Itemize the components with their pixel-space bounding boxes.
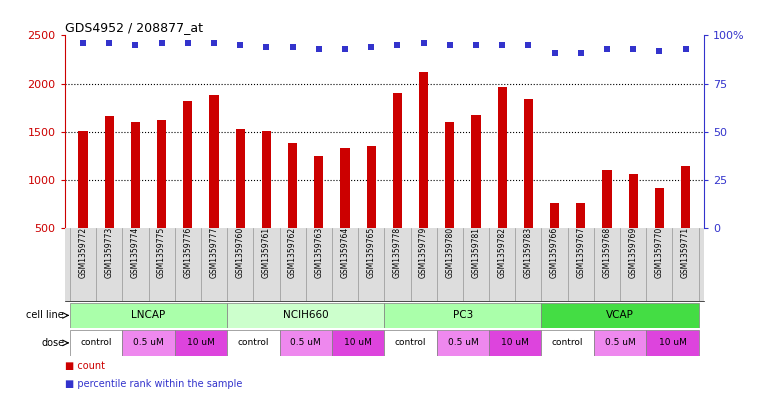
- Bar: [542, 303, 699, 328]
- Text: control: control: [552, 338, 584, 347]
- Point: [182, 40, 194, 46]
- Text: 0.5 uM: 0.5 uM: [133, 338, 164, 347]
- Point: [549, 50, 561, 56]
- Point: [575, 50, 587, 56]
- Point: [129, 42, 142, 48]
- Text: 0.5 uM: 0.5 uM: [447, 338, 478, 347]
- Point: [653, 48, 665, 54]
- Text: control: control: [237, 338, 269, 347]
- Point: [627, 46, 639, 52]
- Bar: [654, 189, 664, 228]
- Text: LNCAP: LNCAP: [132, 310, 166, 320]
- Bar: [340, 148, 349, 228]
- Bar: [603, 170, 612, 228]
- Text: control: control: [395, 338, 426, 347]
- Point: [208, 40, 220, 46]
- Point: [601, 46, 613, 52]
- Bar: [419, 72, 428, 228]
- Bar: [70, 330, 123, 356]
- Bar: [367, 146, 376, 228]
- Bar: [384, 330, 437, 356]
- Bar: [157, 120, 166, 228]
- Point: [77, 40, 89, 46]
- Bar: [209, 95, 218, 228]
- Bar: [131, 122, 140, 228]
- Bar: [279, 330, 332, 356]
- Bar: [498, 87, 507, 228]
- Bar: [542, 330, 594, 356]
- Text: ■ count: ■ count: [65, 362, 105, 371]
- Bar: [524, 99, 533, 228]
- Text: PC3: PC3: [453, 310, 473, 320]
- Bar: [489, 330, 542, 356]
- Text: ■ percentile rank within the sample: ■ percentile rank within the sample: [65, 379, 242, 389]
- Point: [103, 40, 116, 46]
- Bar: [227, 330, 279, 356]
- Bar: [183, 101, 193, 228]
- Text: 10 uM: 10 uM: [187, 338, 215, 347]
- Bar: [681, 166, 690, 228]
- Bar: [646, 330, 699, 356]
- Point: [313, 46, 325, 52]
- Point: [365, 44, 377, 50]
- Point: [391, 42, 403, 48]
- Bar: [576, 203, 585, 228]
- Text: 10 uM: 10 uM: [501, 338, 529, 347]
- Text: 0.5 uM: 0.5 uM: [605, 338, 635, 347]
- Point: [444, 42, 456, 48]
- Text: control: control: [81, 338, 112, 347]
- Bar: [471, 115, 481, 228]
- Bar: [314, 156, 323, 228]
- Bar: [175, 330, 227, 356]
- Point: [496, 42, 508, 48]
- Text: dose: dose: [41, 338, 64, 348]
- Point: [260, 44, 272, 50]
- Bar: [227, 303, 384, 328]
- Bar: [123, 330, 175, 356]
- Bar: [236, 129, 245, 228]
- Bar: [105, 116, 114, 228]
- Text: GDS4952 / 208877_at: GDS4952 / 208877_at: [65, 21, 202, 34]
- Bar: [629, 174, 638, 228]
- Point: [339, 46, 351, 52]
- Text: cell line: cell line: [27, 310, 64, 320]
- Text: NCIH660: NCIH660: [283, 310, 329, 320]
- Bar: [594, 330, 646, 356]
- Point: [522, 42, 534, 48]
- Point: [287, 44, 299, 50]
- Bar: [332, 330, 384, 356]
- Text: 0.5 uM: 0.5 uM: [291, 338, 321, 347]
- Point: [234, 42, 247, 48]
- Bar: [550, 203, 559, 228]
- Bar: [70, 303, 227, 328]
- Point: [470, 42, 482, 48]
- Point: [418, 40, 430, 46]
- Text: 10 uM: 10 uM: [658, 338, 686, 347]
- Point: [155, 40, 167, 46]
- Bar: [78, 131, 88, 228]
- Bar: [288, 143, 298, 228]
- Bar: [445, 122, 454, 228]
- Text: VCAP: VCAP: [607, 310, 634, 320]
- Bar: [384, 303, 542, 328]
- Point: [680, 46, 692, 52]
- Bar: [437, 330, 489, 356]
- Text: 10 uM: 10 uM: [344, 338, 372, 347]
- Bar: [393, 93, 402, 228]
- Bar: [262, 131, 271, 228]
